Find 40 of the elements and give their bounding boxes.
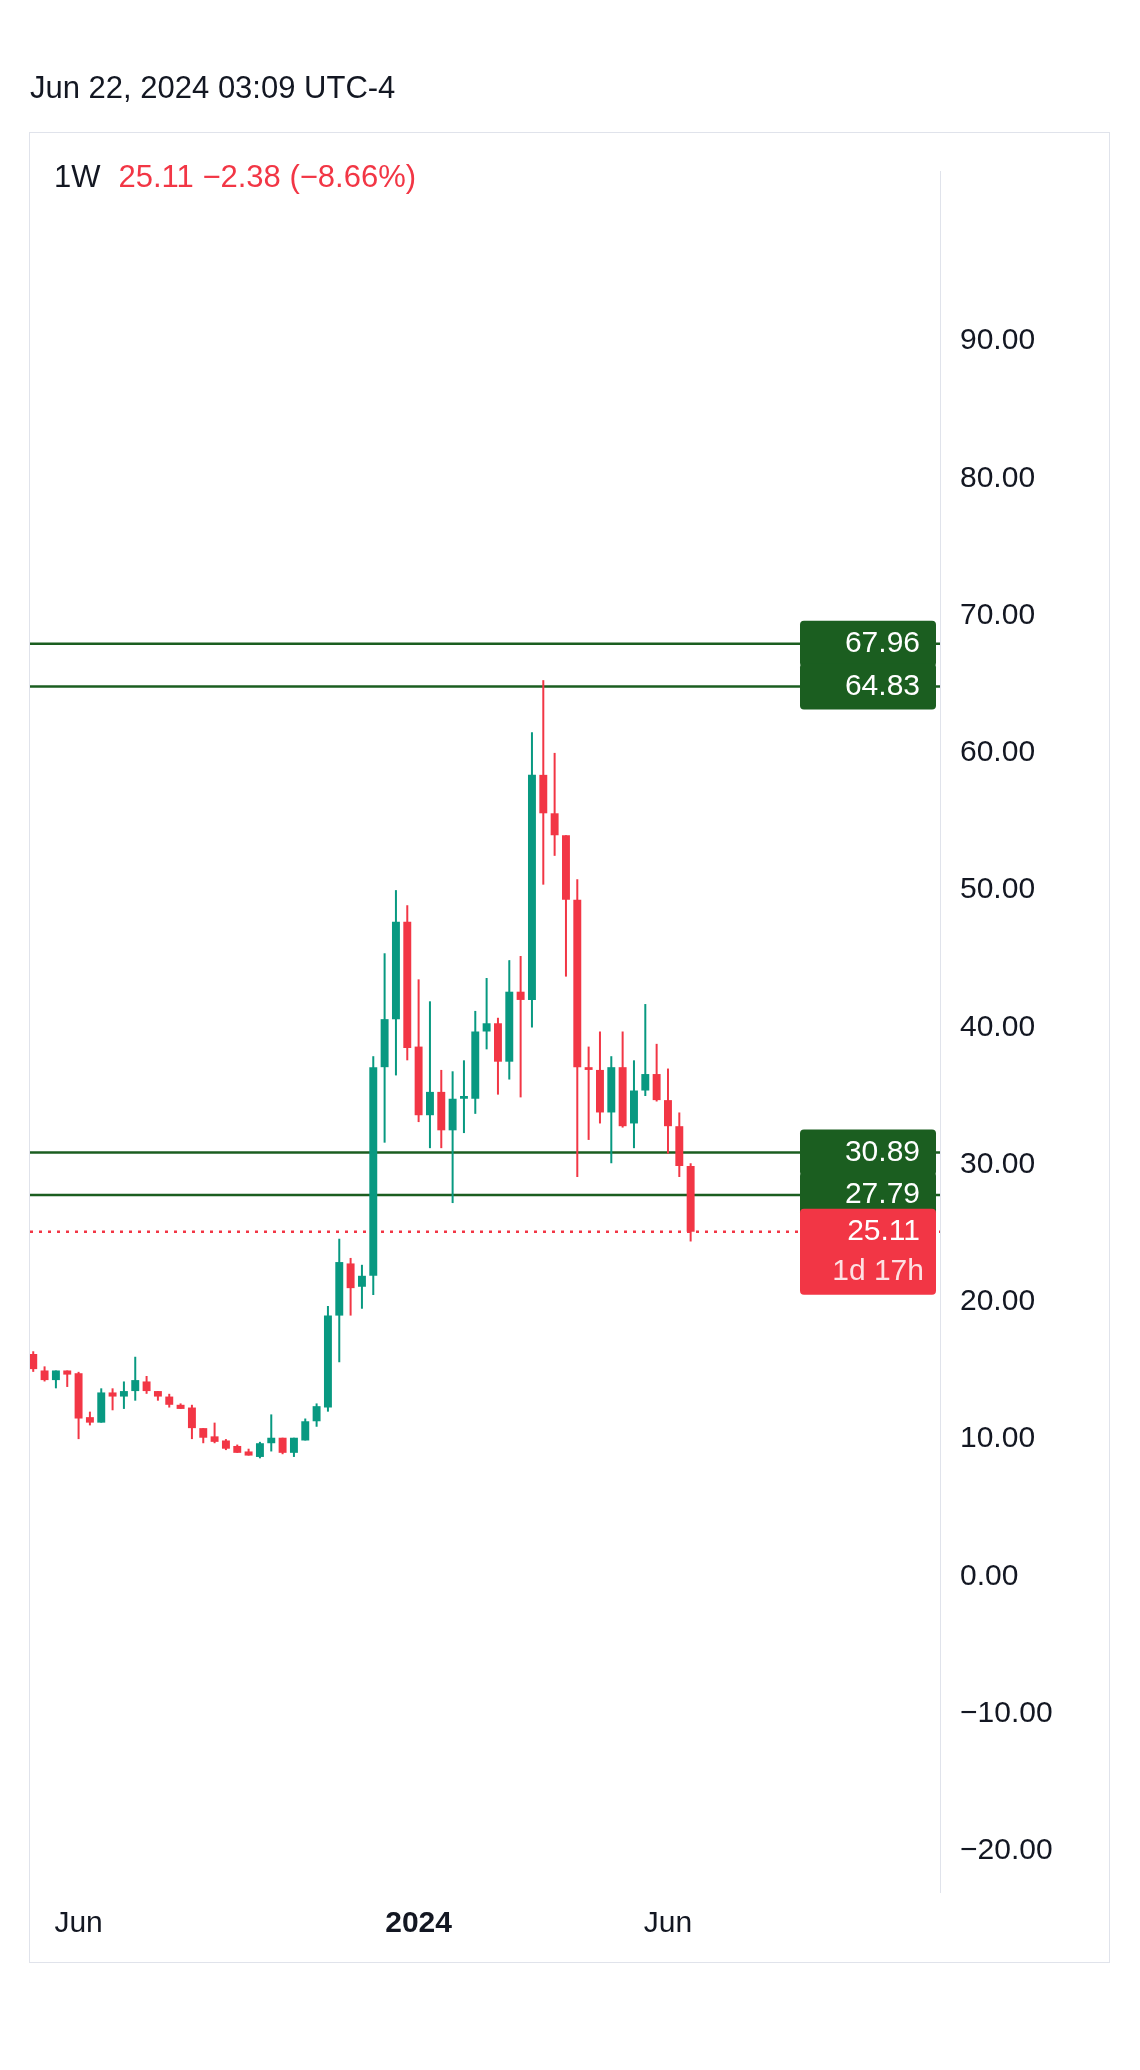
y-tick-label: −20.00 [960, 1832, 1053, 1866]
candlestick [550, 751, 559, 857]
x-tick-label: Jun [643, 1905, 693, 1939]
candlestick [131, 1355, 140, 1402]
candlestick [108, 1387, 117, 1412]
x-tick-label: 2024 [385, 1905, 453, 1939]
chart-subtitle: Jun 22, 2024 03:09 UTC-4 [30, 70, 396, 106]
candlestick [187, 1403, 196, 1441]
y-tick-label: 60.00 [960, 734, 1036, 768]
annotation: 25.11 −2.38 (−8.66%) [118, 159, 417, 194]
candlestick [425, 1000, 434, 1150]
y-tick-label: 80.00 [960, 459, 1036, 493]
y-tick-label: 70.00 [960, 596, 1036, 630]
candlestick [30, 1350, 38, 1373]
ref-line-label: 25.11 [847, 1213, 920, 1246]
ref-line-label: 64.83 [844, 667, 920, 701]
y-tick-label: 50.00 [960, 871, 1036, 905]
candlestick [119, 1380, 128, 1410]
candlestick [312, 1402, 321, 1428]
candlestick [516, 955, 525, 1099]
y-tick-label: 40.00 [960, 1008, 1036, 1042]
x-tick-label: Jun [54, 1905, 103, 1939]
ref-line-label: 30.89 [844, 1133, 920, 1167]
candlestick [584, 1045, 593, 1141]
chart-title: 1W [54, 159, 101, 194]
candlestick [459, 1059, 468, 1135]
candlestick [357, 1263, 366, 1310]
y-tick-label: 90.00 [960, 322, 1036, 356]
candlestick [210, 1421, 219, 1445]
y-tick-label: 10.00 [960, 1420, 1036, 1454]
candlestick [267, 1413, 276, 1453]
ref-line-label: 27.79 [844, 1176, 920, 1210]
y-tick-label: 0.00 [960, 1557, 1019, 1591]
ref-line-label: 67.96 [844, 624, 920, 658]
y-tick-label: −10.00 [960, 1694, 1053, 1728]
y-tick-label: 30.00 [960, 1145, 1036, 1179]
candlestick [482, 976, 491, 1051]
annotation: 1d 17h [832, 1253, 924, 1286]
candlestick [641, 1003, 650, 1097]
y-tick-label: 20.00 [960, 1283, 1036, 1317]
